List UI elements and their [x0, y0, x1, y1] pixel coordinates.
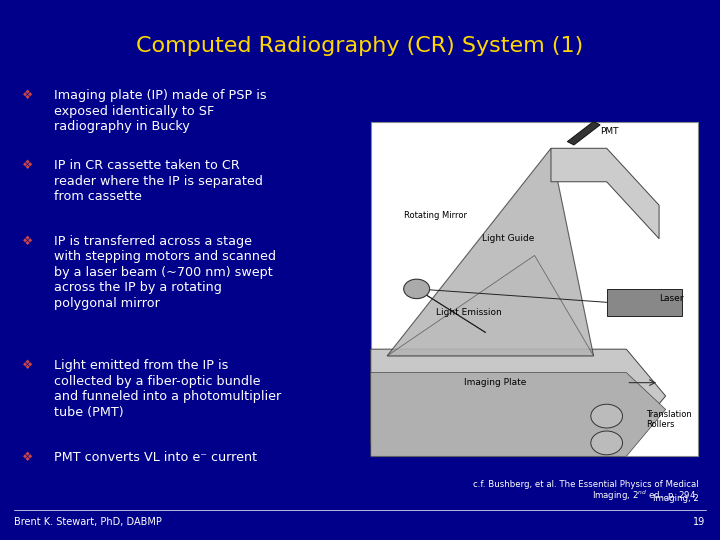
Text: Brent K. Stewart, PhD, DABMP: Brent K. Stewart, PhD, DABMP: [14, 517, 162, 527]
Text: Imaging plate (IP) made of PSP is
exposed identically to SF
radiography in Bucky: Imaging plate (IP) made of PSP is expose…: [54, 89, 266, 133]
Polygon shape: [371, 373, 666, 456]
Text: Rotating Mirror: Rotating Mirror: [403, 211, 467, 220]
Text: PMT: PMT: [600, 127, 618, 136]
Text: 19: 19: [693, 517, 706, 527]
Polygon shape: [567, 122, 600, 145]
Text: PMT converts VL into e⁻ current: PMT converts VL into e⁻ current: [54, 451, 257, 464]
Text: IP in CR cassette taken to CR
reader where the IP is separated
from cassette: IP in CR cassette taken to CR reader whe…: [54, 159, 263, 203]
Text: Imaging, 2$^{nd}$ ed., p. 294.: Imaging, 2$^{nd}$ ed., p. 294.: [592, 489, 698, 503]
Text: Imaging, 2: Imaging, 2: [652, 494, 698, 503]
Polygon shape: [387, 255, 593, 356]
Text: Laser: Laser: [659, 294, 683, 303]
Circle shape: [591, 431, 623, 455]
FancyBboxPatch shape: [371, 122, 698, 456]
Text: ❖: ❖: [22, 89, 33, 102]
Polygon shape: [387, 148, 593, 356]
Text: ❖: ❖: [22, 159, 33, 172]
Polygon shape: [551, 148, 659, 239]
Polygon shape: [371, 349, 666, 443]
Text: ❖: ❖: [22, 359, 33, 372]
Text: IP is transferred across a stage
with stepping motors and scanned
by a laser bea: IP is transferred across a stage with st…: [54, 235, 276, 310]
Text: Translation
Rollers: Translation Rollers: [646, 410, 692, 429]
Text: Light Emission: Light Emission: [436, 308, 502, 317]
Text: Computed Radiography (CR) System (1): Computed Radiography (CR) System (1): [136, 36, 584, 56]
Circle shape: [404, 279, 430, 299]
Text: Imaging Plate: Imaging Plate: [464, 378, 526, 387]
Text: c.f. Bushberg, et al. The Essential Physics of Medical: c.f. Bushberg, et al. The Essential Phys…: [473, 480, 698, 489]
Text: ❖: ❖: [22, 235, 33, 248]
Circle shape: [591, 404, 623, 428]
Text: ❖: ❖: [22, 451, 33, 464]
Polygon shape: [607, 289, 682, 316]
Text: Light emitted from the IP is
collected by a fiber-optic bundle
and funneled into: Light emitted from the IP is collected b…: [54, 359, 282, 418]
Text: Light Guide: Light Guide: [482, 234, 534, 243]
